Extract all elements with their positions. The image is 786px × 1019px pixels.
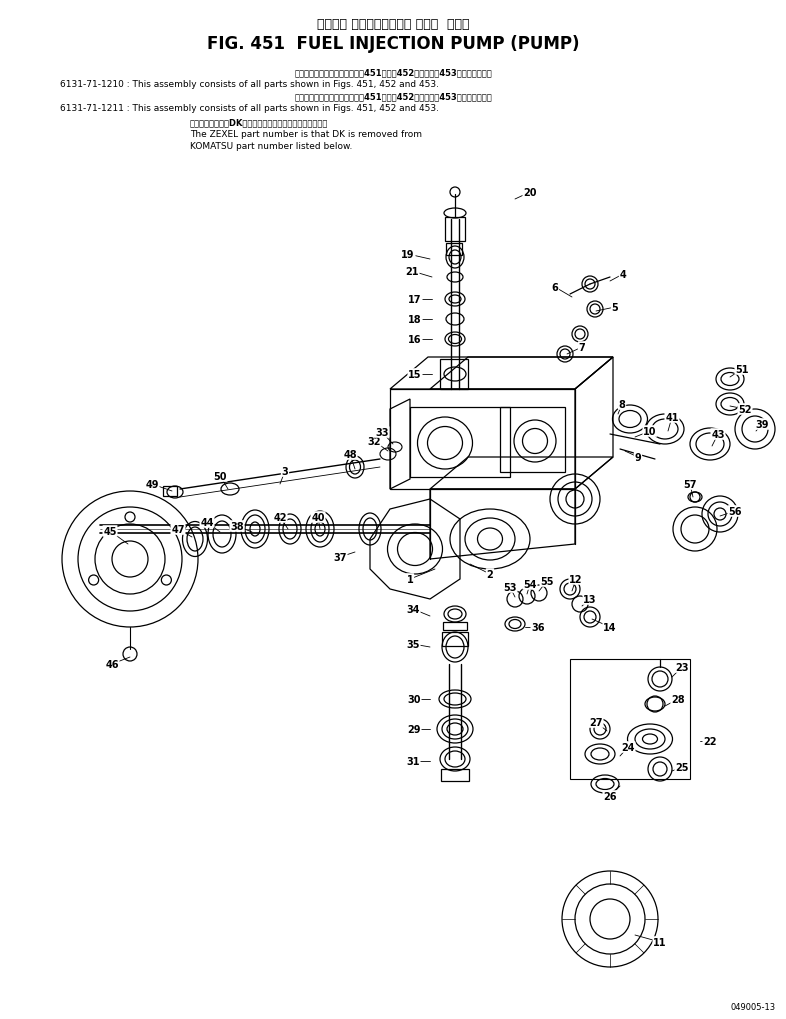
Text: 30: 30: [407, 694, 421, 704]
Text: 33: 33: [375, 428, 389, 437]
Text: 42: 42: [274, 513, 287, 523]
Bar: [442, 633, 468, 646]
Bar: [443, 623, 467, 631]
Text: 25: 25: [675, 762, 689, 772]
Text: 6131-71-1210 : This assembly consists of all parts shown in Figs. 451, 452 and 4: 6131-71-1210 : This assembly consists of…: [60, 79, 439, 89]
Text: KOMATSU part number listed below.: KOMATSU part number listed below.: [190, 142, 352, 151]
Text: 4: 4: [619, 270, 626, 280]
Text: 27: 27: [590, 717, 603, 728]
Text: 6: 6: [552, 282, 558, 292]
Text: 43: 43: [711, 430, 725, 439]
Text: 12: 12: [569, 575, 582, 585]
Text: 39: 39: [755, 420, 769, 430]
Text: 13: 13: [583, 594, 597, 604]
Text: 50: 50: [213, 472, 226, 482]
Text: 34: 34: [406, 604, 420, 614]
Text: 32: 32: [367, 436, 380, 446]
Text: 17: 17: [408, 294, 422, 305]
Text: 品番のメーカ記号DKを除いたものがゼクセルの品番です。: 品番のメーカ記号DKを除いたものがゼクセルの品番です。: [190, 118, 329, 127]
Text: 24: 24: [621, 742, 635, 752]
Text: 46: 46: [105, 659, 119, 669]
Text: 9: 9: [634, 452, 641, 463]
Text: 7: 7: [578, 342, 586, 353]
Text: 6131-71-1211 : This assembly consists of all parts shown in Figs. 451, 452 and 4: 6131-71-1211 : This assembly consists of…: [60, 104, 439, 113]
Text: 16: 16: [408, 334, 422, 344]
Text: 5: 5: [612, 303, 619, 313]
Text: 10: 10: [643, 427, 657, 436]
Text: 44: 44: [200, 518, 214, 528]
Text: The ZEXEL part number is that DK is removed from: The ZEXEL part number is that DK is remo…: [190, 129, 422, 139]
Bar: [500, 408, 565, 473]
Bar: [410, 408, 510, 478]
Text: 40: 40: [311, 513, 325, 523]
Text: 18: 18: [408, 315, 422, 325]
Text: 37: 37: [333, 552, 347, 562]
Text: 57: 57: [683, 480, 696, 489]
Text: 19: 19: [401, 250, 415, 260]
Text: 3: 3: [281, 467, 288, 477]
Bar: [440, 360, 468, 389]
Text: 22: 22: [703, 737, 717, 746]
Text: 29: 29: [407, 725, 421, 735]
Bar: [163, 486, 177, 496]
Text: 49: 49: [145, 480, 159, 489]
Text: 1: 1: [406, 575, 413, 585]
Text: 26: 26: [603, 791, 617, 801]
Text: 56: 56: [729, 506, 742, 517]
Text: 55: 55: [540, 577, 554, 586]
Text: 53: 53: [503, 583, 516, 592]
Text: 48: 48: [343, 449, 357, 460]
Text: 2: 2: [487, 570, 494, 580]
Text: 31: 31: [406, 756, 420, 766]
Text: FIG. 451  FUEL INJECTION PUMP (PUMP): FIG. 451 FUEL INJECTION PUMP (PUMP): [207, 35, 579, 53]
Text: このアセンブリの構成部品は第451図、第452図および第453図を含みます。: このアセンブリの構成部品は第451図、第452図および第453図を含みます。: [294, 68, 492, 76]
Bar: [445, 218, 465, 242]
Text: 41: 41: [665, 413, 679, 423]
Text: 28: 28: [671, 694, 685, 704]
Text: フェエル インジェクション ポンプ  ポンプ: フェエル インジェクション ポンプ ポンプ: [317, 18, 469, 31]
Text: 049005-13: 049005-13: [731, 1002, 776, 1011]
Bar: [441, 769, 469, 782]
Text: 8: 8: [619, 399, 626, 410]
Text: 21: 21: [406, 267, 419, 277]
Text: 11: 11: [653, 937, 667, 947]
Text: 36: 36: [531, 623, 545, 633]
Bar: [446, 244, 462, 256]
Text: 23: 23: [675, 662, 689, 673]
Text: 20: 20: [523, 187, 537, 198]
Text: 51: 51: [735, 365, 749, 375]
Text: 35: 35: [406, 639, 420, 649]
Text: 15: 15: [408, 370, 422, 380]
Text: 54: 54: [523, 580, 537, 589]
Text: 47: 47: [171, 525, 185, 535]
Text: 52: 52: [738, 405, 751, 415]
Text: 14: 14: [603, 623, 617, 633]
Text: 45: 45: [103, 527, 117, 536]
Text: このアセンブリの構成部品は第451図、第452図および第453図を含みます。: このアセンブリの構成部品は第451図、第452図および第453図を含みます。: [294, 92, 492, 101]
Bar: [570, 659, 690, 780]
Text: 38: 38: [230, 522, 244, 532]
